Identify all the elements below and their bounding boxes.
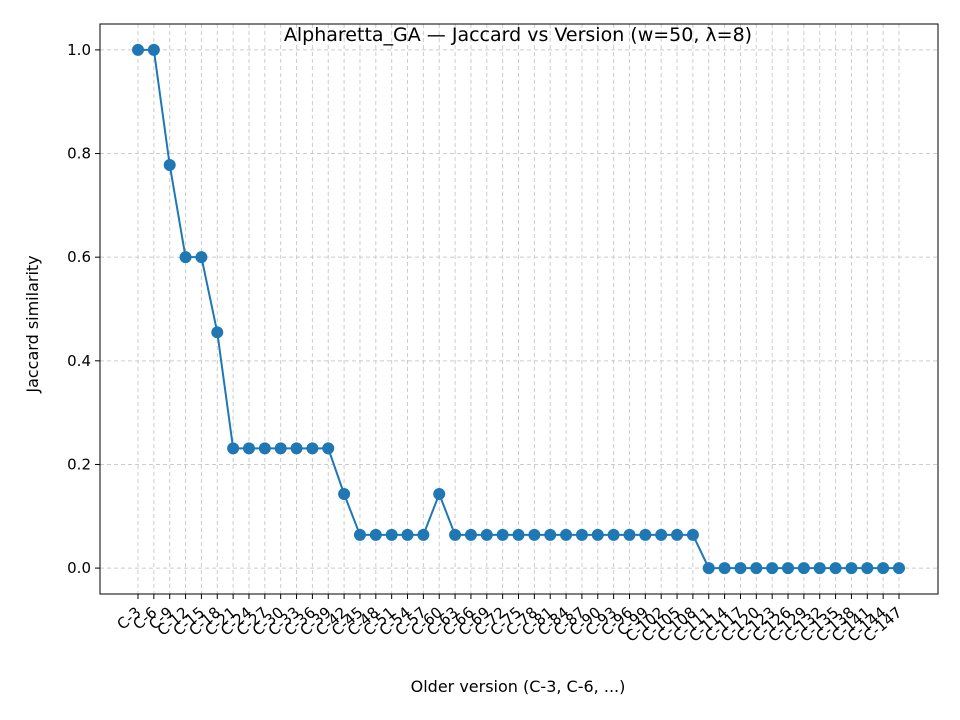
data-point	[718, 562, 731, 575]
data-point	[797, 562, 810, 575]
data-point	[480, 528, 493, 541]
data-point	[782, 562, 795, 575]
data-point	[179, 251, 192, 264]
series-line	[138, 48, 899, 570]
data-point	[353, 528, 366, 541]
data-point	[766, 562, 779, 575]
data-point	[227, 442, 240, 455]
y-tick-label: 0.2	[67, 455, 91, 473]
data-point	[132, 43, 144, 56]
data-point	[211, 326, 224, 339]
data-point	[258, 442, 271, 455]
data-point	[147, 43, 160, 56]
x-axis-title: Older version (C-3, C-6, ...)	[411, 677, 626, 696]
data-point	[544, 528, 557, 541]
data-point	[242, 442, 255, 455]
data-point	[671, 528, 684, 541]
data-point	[385, 528, 398, 541]
data-point	[655, 528, 668, 541]
data-point	[306, 442, 319, 455]
data-point	[464, 528, 477, 541]
data-point	[845, 562, 858, 575]
data-point	[512, 528, 525, 541]
y-tick-label: 0.4	[67, 352, 91, 370]
data-point	[433, 487, 446, 500]
data-point	[702, 562, 715, 575]
data-point	[163, 158, 176, 171]
data-point	[322, 442, 335, 455]
series-jaccard	[132, 43, 905, 575]
data-point	[528, 528, 541, 541]
data-point	[290, 442, 303, 455]
data-point	[623, 528, 636, 541]
x-axis-ticks: C-3C-6C-9C-12C-15C-18C-21C-24C-27C-30C-3…	[114, 594, 906, 646]
data-point	[449, 528, 462, 541]
data-point	[750, 562, 763, 575]
data-point	[560, 528, 573, 541]
data-point	[274, 442, 287, 455]
data-point	[496, 528, 509, 541]
data-point	[417, 528, 430, 541]
y-axis-ticks: 0.0 0.2 0.4 0.6 0.8 1.0	[67, 41, 100, 577]
data-point	[893, 562, 905, 575]
y-tick-label: 0.8	[67, 145, 91, 163]
data-point	[401, 528, 414, 541]
y-axis-title: Jaccard similarity	[23, 255, 42, 393]
y-tick-label: 1.0	[67, 41, 91, 59]
data-point	[591, 528, 604, 541]
data-point	[639, 528, 652, 541]
data-point	[195, 251, 208, 264]
data-point	[877, 562, 890, 575]
data-point	[829, 562, 842, 575]
data-point	[734, 562, 747, 575]
y-tick-label: 0.6	[67, 248, 91, 266]
y-tick-label: 0.0	[67, 559, 91, 577]
data-point	[575, 528, 588, 541]
data-point	[338, 487, 351, 500]
data-point	[607, 528, 620, 541]
data-point	[813, 562, 826, 575]
chart-title: Alpharetta_GA — Jaccard vs Version (w=50…	[284, 24, 752, 46]
data-point	[369, 528, 382, 541]
grid	[100, 24, 938, 594]
data-point	[686, 528, 699, 541]
data-point	[861, 562, 874, 575]
